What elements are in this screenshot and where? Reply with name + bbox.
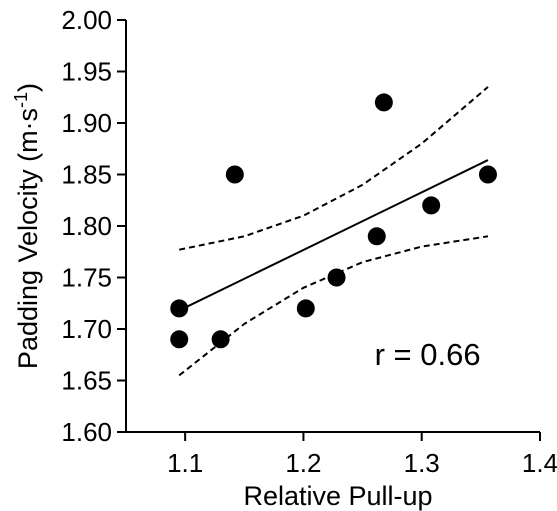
data-point [374,93,393,112]
regression-fit [178,159,489,312]
regression-line [178,159,489,312]
correlation-annotation: r = 0.66 [375,337,481,372]
y-tick-label: 2.00 [61,5,112,35]
x-tick-label: 1.2 [285,448,321,478]
y-tick-label: 1.90 [61,108,112,138]
data-point [296,299,315,318]
x-tick-label: 1.3 [404,448,440,478]
axis-ticks: 1.60 1.65 1.70 1.75 1.80 1.85 1.90 1.95 2.00 1.1 1… [61,5,557,478]
y-tick-label: 1.60 [61,417,112,447]
y-tick-label: 1.70 [61,314,112,344]
x-tick-label: 1.1 [167,448,203,478]
y-axis-title: Padding Velocity (m·s-1) [11,83,43,369]
y-axis-title-main: Padding Velocity (m·s [13,108,43,369]
data-points [170,93,497,349]
y-tick-label: 1.80 [61,211,112,241]
data-point [478,165,497,184]
x-axis-title: Relative Pull-up [243,481,432,511]
y-tick-label: 1.95 [61,57,112,87]
data-point [170,330,189,349]
y-tick-label: 1.85 [61,160,112,190]
data-point [225,165,244,184]
data-point [422,196,441,215]
data-point [327,268,346,287]
y-axis-title-close: ) [13,83,43,92]
y-tick-label: 1.75 [61,263,112,293]
data-point [367,227,386,246]
data-point [170,299,189,318]
upper-confidence-line [178,86,489,251]
x-tick-label: 1.4 [522,448,557,478]
y-tick-label: 1.65 [61,366,112,396]
y-axis-title-superscript: -1 [11,92,31,108]
data-point [211,330,230,349]
